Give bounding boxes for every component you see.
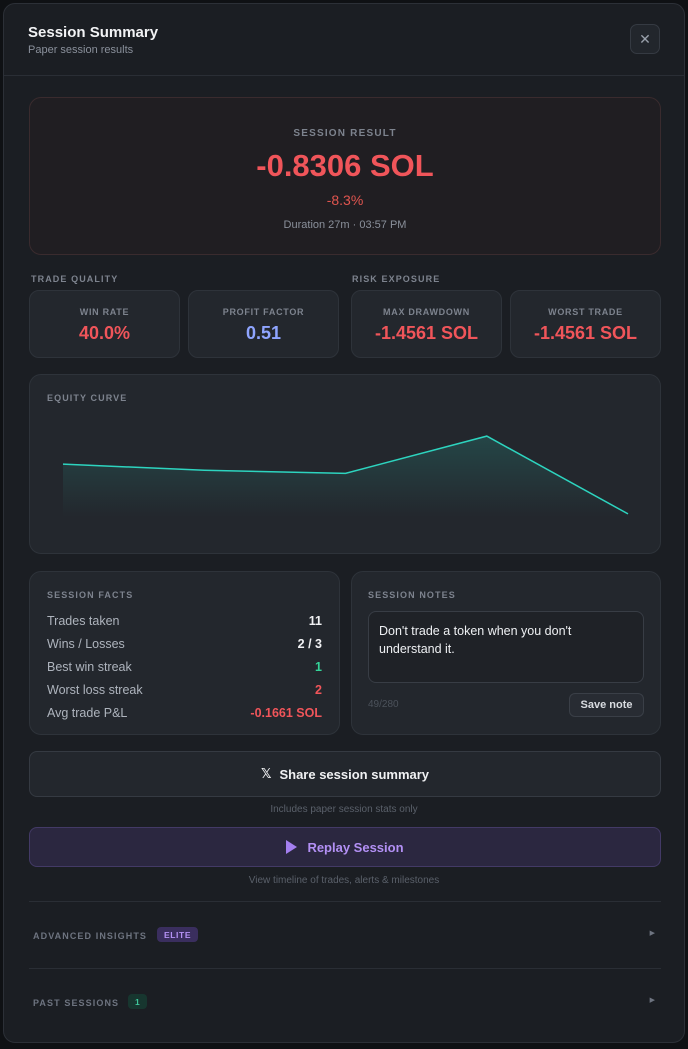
session-facts-card: SESSION FACTS Trades taken 11 Wins / Los… <box>29 571 340 735</box>
past-sessions-label: PAST SESSIONS <box>33 998 120 1008</box>
profit-factor-label: PROFIT FACTOR <box>222 307 305 317</box>
session-notes-card: SESSION NOTES Don't trade a token when y… <box>351 571 661 735</box>
facts-key: Worst loss streak <box>47 683 143 697</box>
save-note-button[interactable]: Save note <box>569 693 644 717</box>
divider <box>29 901 661 902</box>
chevron-right-icon: ▶ <box>649 930 655 937</box>
past-sessions-count-badge: 1 <box>128 994 148 1009</box>
facts-value: 2 / 3 <box>297 637 322 651</box>
equity-curve-card: EQUITY CURVE <box>29 374 661 554</box>
win-rate-value: 40.0% <box>78 323 131 343</box>
facts-value: -0.1661 SOL <box>250 706 322 720</box>
equity-curve-chart <box>62 435 629 517</box>
worst-trade-card: WORST TRADE -1.4561 SOL <box>510 290 661 358</box>
equity-area <box>63 436 628 517</box>
modal-subtitle: Paper session results <box>28 44 134 56</box>
profit-factor-card: PROFIT FACTOR 0.51 <box>188 290 339 358</box>
facts-key: Trades taken <box>47 614 120 628</box>
profit-factor-value: 0.51 <box>245 323 282 343</box>
session-result-label: SESSION RESULT <box>293 128 397 139</box>
share-session-label: Share session summary <box>279 766 430 782</box>
replay-caption: View timeline of trades, alerts & milest… <box>248 875 440 886</box>
facts-row-worst-streak: Worst loss streak 2 <box>47 683 322 699</box>
facts-key: Best win streak <box>47 660 132 674</box>
facts-row-wins-losses: Wins / Losses 2 / 3 <box>47 637 322 653</box>
trade-quality-label: TRADE QUALITY <box>31 274 119 284</box>
risk-exposure-label: RISK EXPOSURE <box>352 274 441 284</box>
facts-value: 2 <box>315 683 322 697</box>
play-icon <box>286 840 298 854</box>
replay-session-button[interactable]: Replay Session <box>29 827 661 867</box>
chevron-right-icon: ▶ <box>649 997 655 1004</box>
facts-row-trades: Trades taken 11 <box>47 614 322 630</box>
facts-key: Avg trade P&L <box>47 706 128 720</box>
elite-badge: ELITE <box>157 927 199 942</box>
facts-value: 1 <box>315 660 322 674</box>
replay-session-label: Replay Session <box>307 839 404 855</box>
session-result-percent: -8.3% <box>326 192 364 208</box>
equity-line <box>62 435 629 515</box>
share-session-button[interactable]: 𝕏 Share session summary <box>29 751 661 797</box>
close-icon: ✕ <box>639 30 651 47</box>
win-rate-card: WIN RATE 40.0% <box>29 290 180 358</box>
facts-row-best-streak: Best win streak 1 <box>47 660 322 676</box>
advanced-insights-toggle[interactable]: ADVANCED INSIGHTS ELITE ▶ <box>29 923 661 951</box>
max-drawdown-card: MAX DRAWDOWN -1.4561 SOL <box>351 290 502 358</box>
worst-trade-value: -1.4561 SOL <box>533 323 638 343</box>
past-sessions-toggle[interactable]: PAST SESSIONS 1 ▶ <box>29 990 661 1018</box>
x-logo-icon: 𝕏 <box>260 766 272 781</box>
session-result-card: SESSION RESULT -0.8306 SOL -8.3% Duratio… <box>29 97 661 255</box>
share-caption: Includes paper session stats only <box>270 804 418 815</box>
divider <box>29 968 661 969</box>
session-summary-modal: Session Summary Paper session results ✕ … <box>3 3 685 1043</box>
advanced-insights-label: ADVANCED INSIGHTS <box>33 931 148 941</box>
close-button[interactable]: ✕ <box>630 24 660 54</box>
equity-curve-label: EQUITY CURVE <box>47 393 128 403</box>
facts-key: Wins / Losses <box>47 637 125 651</box>
notes-char-count: 49/280 <box>368 699 399 710</box>
facts-row-avg-pnl: Avg trade P&L -0.1661 SOL <box>47 706 322 722</box>
session-facts-label: SESSION FACTS <box>47 590 134 600</box>
facts-value: 11 <box>308 614 322 628</box>
modal-title: Session Summary <box>28 24 159 41</box>
max-drawdown-label: MAX DRAWDOWN <box>383 307 470 317</box>
session-notes-textarea[interactable]: Don't trade a token when you don't under… <box>368 611 644 683</box>
win-rate-label: WIN RATE <box>79 307 130 317</box>
max-drawdown-value: -1.4561 SOL <box>374 323 479 343</box>
worst-trade-label: WORST TRADE <box>548 307 623 317</box>
session-duration: Duration 27m · 03:57 PM <box>283 219 407 231</box>
session-notes-label: SESSION NOTES <box>368 590 456 600</box>
modal-header: Session Summary Paper session results ✕ <box>4 4 684 76</box>
session-result-value: -0.8306 SOL <box>256 148 434 183</box>
